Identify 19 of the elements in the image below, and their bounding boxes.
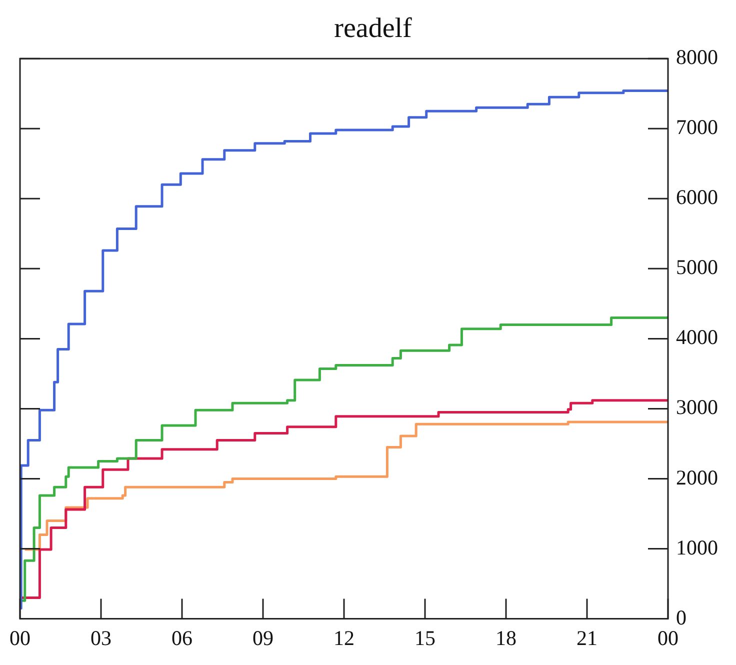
y-tick-label: 3000 [676, 395, 718, 420]
y-tick-label: 5000 [676, 255, 718, 280]
x-tick-label: 15 [414, 626, 436, 650]
x-tick-label: 21 [576, 626, 598, 650]
y-tick-label: 6000 [676, 185, 718, 210]
y-tick-label: 8000 [676, 45, 718, 70]
x-tick-label: 18 [496, 626, 516, 650]
x-tick-label: 06 [172, 626, 192, 650]
y-tick-label: 1000 [676, 535, 718, 560]
y-tick-label: 2000 [676, 465, 718, 490]
chart-title: readelf [334, 13, 413, 44]
y-tick-label: 4000 [676, 325, 718, 350]
x-tick-label: 03 [90, 626, 112, 650]
y-tick-label: 0 [676, 605, 686, 630]
x-tick-label: 12 [334, 626, 354, 650]
x-tick-label: 00 [10, 626, 30, 650]
x-tick-label: 09 [252, 626, 274, 650]
y-tick-label: 7000 [676, 115, 718, 140]
x-tick-label: 00 [658, 626, 678, 650]
